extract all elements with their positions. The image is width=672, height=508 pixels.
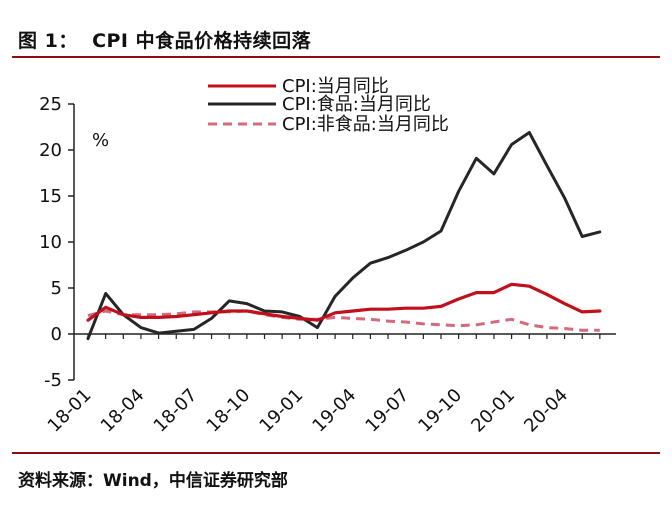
y-axis: -5 0 5 10 15 20 25	[39, 94, 75, 391]
series-line-2	[87, 309, 600, 332]
y-tick-label: 5	[51, 278, 62, 299]
source-rule	[12, 452, 660, 454]
x-tick-label: 19-01	[255, 385, 307, 437]
x-tick-label: 20-01	[467, 385, 519, 437]
x-tick-label: 18-07	[150, 385, 202, 437]
legend-label-2: CPI:非食品:当月同比	[282, 114, 449, 135]
y-tick-label: 20	[39, 140, 62, 161]
title-rule	[12, 56, 660, 58]
source-note: 资料来源：Wind，中信证券研究部	[18, 471, 288, 491]
series-line-1	[86, 131, 602, 341]
x-tick-label: 20-04	[520, 385, 572, 437]
legend-label-1: CPI:食品:当月同比	[282, 94, 431, 115]
x-tick-label: 18-01	[44, 385, 96, 437]
x-tick-label: 18-04	[97, 385, 149, 437]
x-axis: 18-01 18-04 18-07 18-10 19-01 19-04 19-07 19-10…	[44, 333, 616, 437]
y-tick-label: 10	[39, 232, 62, 253]
y-tick-label: -5	[44, 370, 62, 391]
legend-label-0: CPI:当月同比	[282, 76, 389, 97]
x-tick-label: 19-04	[308, 385, 360, 437]
figure-title: 图 1： CPI 中食品价格持续回落	[18, 30, 312, 52]
x-tick-label: 19-07	[361, 385, 413, 437]
series-line-0	[86, 282, 602, 322]
y-unit-label: %	[92, 130, 109, 151]
series-layer	[86, 131, 602, 341]
y-tick-label: 15	[39, 186, 62, 207]
x-tick-label: 18-10	[203, 385, 255, 437]
x-tick-label: 19-10	[414, 385, 466, 437]
y-tick-label: 0	[51, 324, 62, 345]
y-tick-label: 25	[39, 94, 62, 115]
